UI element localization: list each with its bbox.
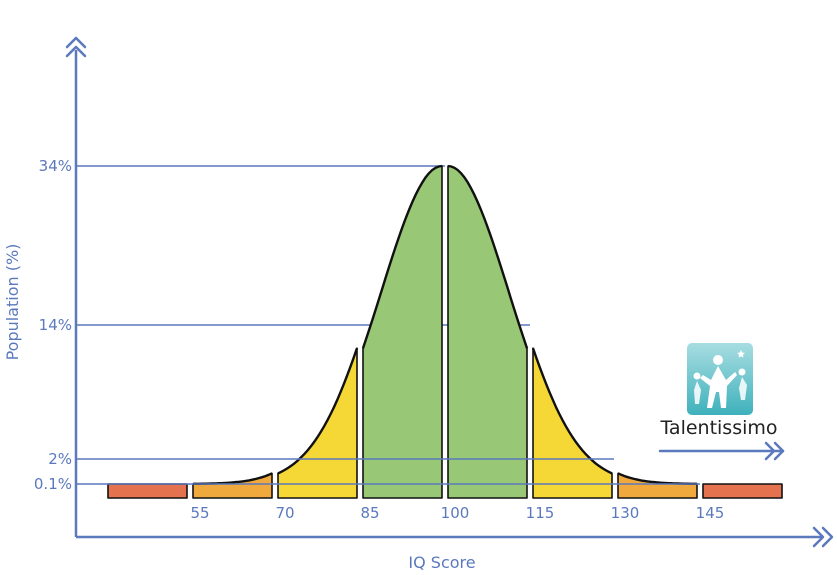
y-tick-0-1pct: 0.1% [34, 475, 72, 493]
segment-115-130 [532, 347, 613, 499]
x-tick-100: 100 [441, 504, 470, 522]
segment-70-85 [277, 347, 358, 499]
brand-name: Talentissimo [659, 417, 777, 439]
x-tick-70: 70 [275, 504, 294, 522]
distribution-segments [107, 164, 783, 499]
x-tick-55: 55 [190, 504, 209, 522]
y-axis-arrow-icon [65, 36, 87, 58]
x-tick-labels: 55 70 85 100 115 130 145 [190, 504, 724, 522]
y-tick-2pct: 2% [48, 450, 72, 468]
y-tick-14pct: 14% [39, 316, 72, 334]
x-tick-145: 145 [696, 504, 725, 522]
curve-outline-85-100 [361, 164, 443, 349]
segment-100-115 [447, 165, 528, 499]
x-tick-115: 115 [526, 504, 555, 522]
x-tick-85: 85 [360, 504, 379, 522]
curve-outline-100-115 [447, 164, 529, 349]
x-axis-label: IQ Score [408, 553, 475, 572]
double-chevron-right-icon [658, 441, 785, 461]
reference-lines-overlay [76, 458, 700, 485]
brand-logo: Talentissimo [658, 343, 785, 461]
segment-85-100 [362, 165, 443, 499]
axes [65, 36, 834, 548]
segment-145-160 [702, 483, 783, 499]
x-tick-130: 130 [611, 504, 640, 522]
segment-40-55 [107, 483, 188, 499]
y-tick-34pct: 34% [39, 157, 72, 175]
children-figures-logo-icon [687, 343, 753, 415]
y-tick-labels: 34% 14% 2% 0.1% [34, 157, 72, 493]
curve-outline-115-130 [531, 347, 613, 475]
x-axis-arrow-icon [812, 526, 834, 548]
y-axis-label: Population (%) [3, 244, 22, 361]
curve-outline-70-85 [277, 347, 359, 475]
